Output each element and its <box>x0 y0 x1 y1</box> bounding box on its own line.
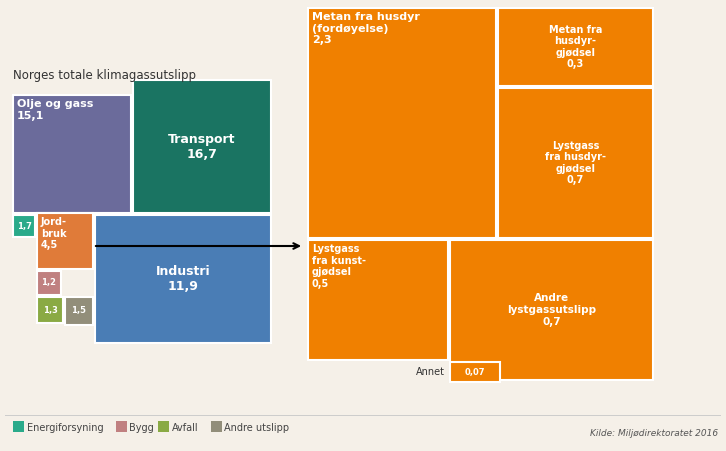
Text: Norges totale klimagassutslipp: Norges totale klimagassutslipp <box>13 69 196 82</box>
Bar <box>158 421 168 432</box>
Text: Andre utslipp: Andre utslipp <box>224 423 290 433</box>
Bar <box>450 362 500 382</box>
Bar <box>498 88 653 238</box>
Bar <box>37 297 63 323</box>
Text: Metan fra
husdyr-
gjødsel
0,3: Metan fra husdyr- gjødsel 0,3 <box>549 25 602 69</box>
Text: 1,5: 1,5 <box>71 307 86 316</box>
Bar <box>13 95 131 213</box>
Bar <box>115 421 126 432</box>
Bar <box>498 8 653 86</box>
Bar <box>37 213 93 269</box>
Text: Kilde: Miljødirektoratet 2016: Kilde: Miljødirektoratet 2016 <box>590 428 718 437</box>
Text: 1,7: 1,7 <box>17 221 31 230</box>
Bar <box>308 240 448 360</box>
Bar <box>133 80 271 213</box>
Bar <box>65 297 93 325</box>
Bar <box>13 215 35 237</box>
Text: Bygg: Bygg <box>129 423 154 433</box>
Text: Olje og gass
15,1: Olje og gass 15,1 <box>17 99 94 120</box>
Bar <box>308 8 496 238</box>
Text: 1,2: 1,2 <box>41 279 57 287</box>
Bar <box>37 271 61 295</box>
Bar <box>13 421 24 432</box>
Text: Energiforsyning: Energiforsyning <box>27 423 104 433</box>
Text: 1,3: 1,3 <box>43 305 57 314</box>
Text: Transport
16,7: Transport 16,7 <box>168 133 236 161</box>
Text: Annet: Annet <box>416 367 445 377</box>
Text: Industri
11,9: Industri 11,9 <box>155 265 211 293</box>
Text: Lystgass
fra kunst-
gjødsel
0,5: Lystgass fra kunst- gjødsel 0,5 <box>312 244 366 289</box>
Bar <box>95 215 271 343</box>
Bar <box>450 240 653 380</box>
Bar <box>211 421 221 432</box>
Text: Avfall: Avfall <box>171 423 198 433</box>
Text: Jord-
bruk
4,5: Jord- bruk 4,5 <box>41 217 67 250</box>
Text: Lystgass
fra husdyr-
gjødsel
0,7: Lystgass fra husdyr- gjødsel 0,7 <box>545 141 606 185</box>
Text: Metan fra husdyr
(fordøyelse)
2,3: Metan fra husdyr (fordøyelse) 2,3 <box>312 12 420 45</box>
Text: Andre
lystgassutslipp
0,7: Andre lystgassutslipp 0,7 <box>507 294 596 327</box>
Text: 0,07: 0,07 <box>465 368 485 377</box>
